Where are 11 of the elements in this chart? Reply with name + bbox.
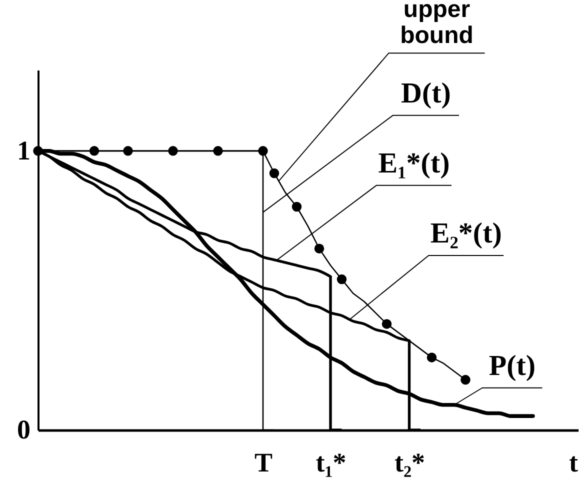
y-tick-label: 0	[17, 414, 30, 444]
text: E₁*(t)	[378, 147, 450, 180]
text: D(t)	[401, 77, 451, 110]
text: E₂*(t)	[430, 217, 502, 250]
series-label: P(t)	[488, 350, 536, 382]
x-tick-label: t₁*	[316, 448, 346, 478]
x-tick-label: t₂*	[394, 448, 426, 478]
y-tick-label: 1	[17, 135, 30, 166]
x-tick-label: T	[254, 448, 273, 478]
text: upper bound	[400, 0, 474, 50]
x-axis-title: t	[569, 448, 578, 478]
